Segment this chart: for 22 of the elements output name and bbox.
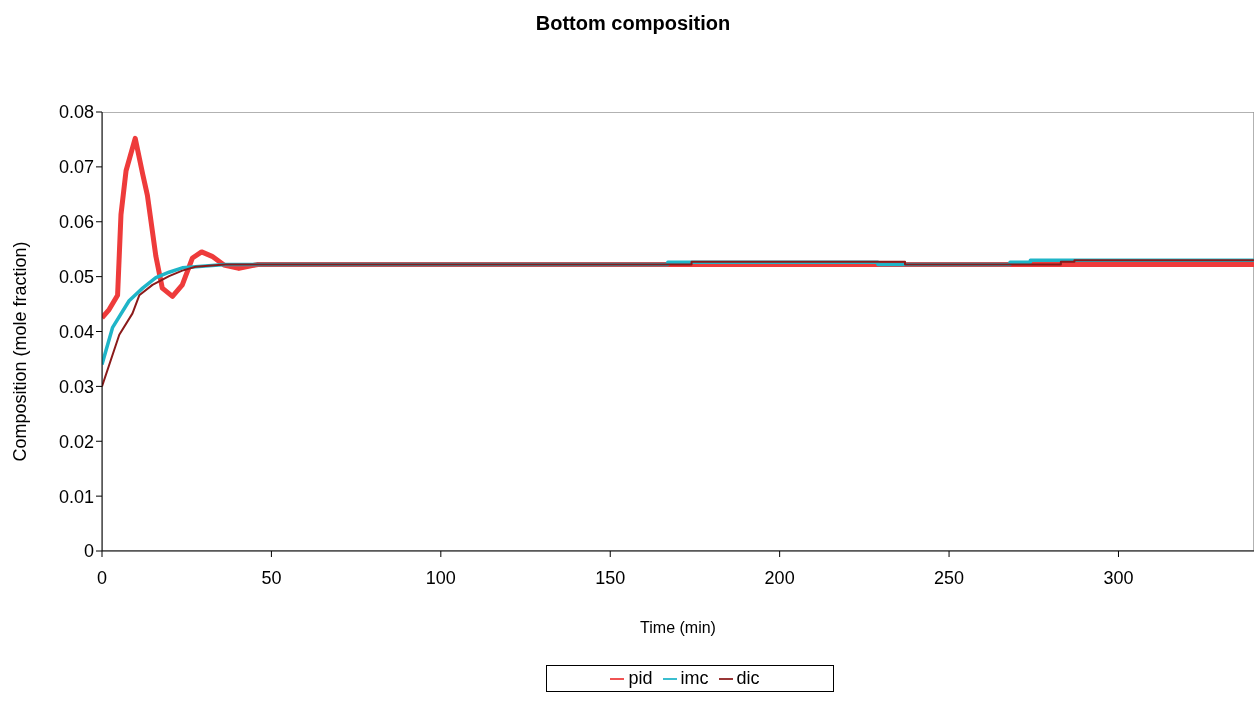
x-tick-label: 200 bbox=[764, 567, 795, 588]
x-tick-label: 0 bbox=[96, 567, 108, 588]
x-tick-label: 300 bbox=[1103, 567, 1134, 588]
y-tick-label: 0.05 bbox=[58, 267, 94, 288]
y-tick-label: 0.03 bbox=[58, 376, 94, 397]
x-axis-title: Time (min) bbox=[640, 619, 716, 636]
x-tick-label: 150 bbox=[595, 567, 626, 588]
y-tick-label: 0.02 bbox=[58, 431, 94, 452]
y-tick-label: 0.07 bbox=[58, 157, 94, 178]
y-tick-label: 0.01 bbox=[58, 486, 94, 507]
x-tick-label: 250 bbox=[934, 567, 965, 588]
y-tick-label: 0 bbox=[83, 541, 94, 562]
y-axis-title: Composition (mole fraction) bbox=[10, 241, 31, 462]
legend-label: pid bbox=[628, 668, 653, 688]
y-tick-label: 0.08 bbox=[58, 102, 94, 123]
x-tick-label: 100 bbox=[425, 567, 456, 588]
legend-label: dic bbox=[736, 668, 760, 688]
y-tick-label: 0.06 bbox=[58, 212, 94, 233]
y-tick-label: 0.04 bbox=[58, 321, 94, 342]
chart-title: Bottom composition bbox=[534, 11, 732, 36]
legend-label: imc bbox=[680, 668, 709, 688]
x-tick-label: 50 bbox=[261, 567, 282, 588]
